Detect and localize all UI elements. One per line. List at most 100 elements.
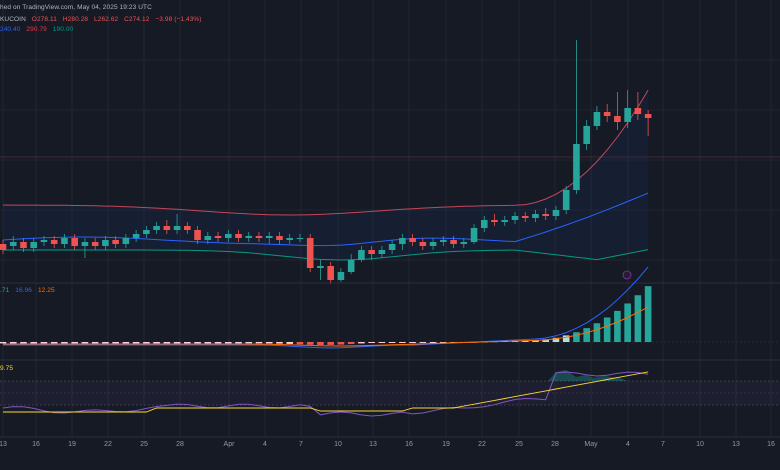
time-axis-label: 25	[515, 441, 523, 448]
time-axis-label: Apr	[223, 441, 235, 448]
candle-body	[358, 250, 365, 260]
macd-hist-value: .71	[0, 287, 10, 294]
candle-body	[184, 226, 191, 230]
close-value: C274.12	[124, 16, 150, 23]
candle-body	[491, 220, 498, 222]
macd-legend[interactable]: .71 16.96 12.25	[0, 287, 59, 294]
macd-hist-bar	[235, 342, 242, 344]
candle-body	[634, 108, 642, 114]
macd-hist-bar	[634, 295, 642, 342]
bollinger-lower	[3, 249, 649, 261]
macd-hist-bar	[306, 342, 314, 345]
macd-hist-bar	[532, 340, 539, 342]
published-text: hed on TradingView.com, May 04, 2025 19:…	[0, 4, 152, 11]
low-value: L262.62	[94, 16, 119, 23]
candle-body	[573, 144, 580, 190]
open-value: O278.11	[31, 16, 57, 23]
candle-body	[61, 238, 68, 244]
macd-hist-bar	[153, 342, 160, 344]
time-axis-label: 16	[767, 441, 775, 448]
candle-body	[286, 238, 294, 240]
candle-body	[644, 114, 652, 118]
time-axis-label: 28	[176, 441, 184, 448]
candle-body	[71, 238, 78, 246]
candle-body	[194, 230, 201, 240]
candle-body	[204, 236, 212, 240]
macd-hist-bar	[132, 342, 140, 344]
macd-value: 16.96	[15, 287, 33, 294]
macd-hist-bar	[61, 342, 68, 344]
candle-body	[603, 112, 611, 116]
macd-hist-bar	[71, 342, 78, 344]
candle-body	[450, 240, 457, 244]
candle-body	[255, 236, 263, 238]
candle-body	[20, 242, 27, 248]
candle-body	[480, 220, 488, 228]
time-axis-label: 28	[551, 441, 559, 448]
macd-hist-bar	[347, 342, 355, 344]
candle-body	[429, 242, 437, 246]
time-axis-label: 25	[140, 441, 148, 448]
time-axis-label: 19	[442, 441, 450, 448]
candle-body	[501, 220, 509, 222]
bollinger-legend[interactable]: 240.40 290.79 190.00	[0, 26, 77, 33]
candle-body	[552, 210, 560, 216]
time-axis-label: 7	[299, 441, 303, 448]
candle-body	[542, 214, 550, 216]
candle-body	[583, 126, 590, 144]
time-axis-label: 13	[369, 441, 377, 448]
macd-hist-bar	[603, 317, 611, 342]
candle-body	[30, 242, 38, 248]
symbol-label: KUCOIN	[0, 16, 26, 23]
time-axis-label: 16	[32, 441, 40, 448]
candle-body	[276, 236, 283, 240]
candle-body	[122, 238, 130, 244]
macd-hist-bar	[368, 342, 375, 343]
bollinger-band-fill	[3, 90, 649, 260]
candle-body	[317, 266, 324, 268]
macd-hist-bar	[358, 342, 365, 344]
macd-hist-bar	[573, 332, 580, 342]
candle-body	[368, 250, 375, 254]
macd-hist-bar	[9, 342, 17, 344]
candle-body	[337, 272, 345, 280]
candles	[0, 40, 652, 284]
macd-hist-bar	[624, 303, 631, 342]
candle-body	[245, 236, 253, 238]
macd-hist-bar	[173, 342, 181, 344]
macd-hist-bar	[286, 342, 294, 344]
ohlc-legend[interactable]: KUCOIN O278.11 H280.28 L262.62 C274.12 −…	[0, 16, 206, 23]
macd-hist-bar	[614, 310, 621, 342]
rsi-overbought-fill	[548, 370, 627, 381]
macd-hist-bar	[224, 342, 232, 344]
candle-body	[399, 238, 406, 244]
time-axis-label: 4	[626, 441, 630, 448]
high-value: H280.28	[62, 16, 89, 23]
macd-hist-bar	[542, 339, 550, 342]
time-axis-label: 4	[263, 441, 267, 448]
macd-hist-bar	[163, 342, 171, 344]
macd-hist-bar	[644, 286, 652, 342]
grid-lines	[0, 0, 780, 437]
rsi-line	[2, 371, 649, 417]
time-axis-label: 13	[732, 441, 740, 448]
change-value: −3.98 (−1.43%)	[155, 16, 202, 23]
macd-hist-bar	[378, 342, 386, 343]
rsi-legend[interactable]: 9.75	[0, 365, 17, 372]
bb-upper-value: 290.79	[26, 26, 47, 33]
macd-hist-bar	[399, 342, 406, 343]
candle-body	[460, 242, 468, 244]
macd-hist-bar	[20, 342, 27, 344]
candle-body	[532, 214, 539, 218]
macd-hist-bar	[552, 337, 560, 342]
candle-body	[112, 240, 119, 244]
time-axis-label: 13	[0, 441, 7, 448]
candle-body	[624, 108, 631, 122]
candle-body	[409, 238, 416, 242]
macd-hist-bar	[337, 342, 345, 345]
macd-hist-bar	[204, 342, 212, 344]
candle-body	[265, 236, 273, 238]
candle-body	[306, 238, 314, 268]
candle-body	[511, 216, 519, 220]
